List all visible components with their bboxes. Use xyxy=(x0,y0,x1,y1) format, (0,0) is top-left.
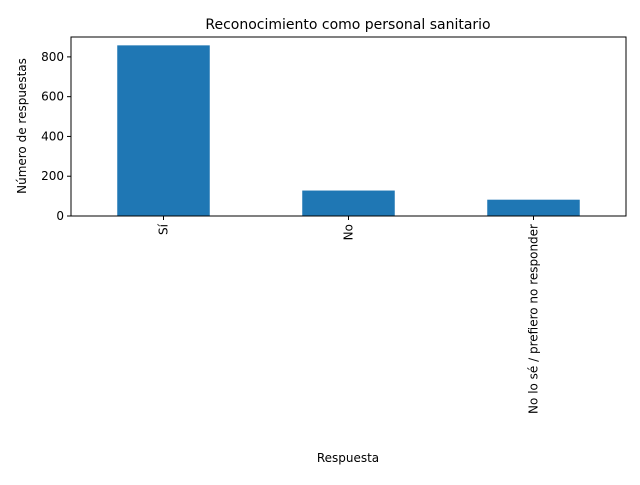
x-axis: Sí No No lo sé / prefiero no responder xyxy=(157,216,541,414)
y-tick-label-1: 200 xyxy=(41,169,64,183)
chart-title: Reconocimiento como personal sanitario xyxy=(205,17,490,33)
bars-group xyxy=(117,45,580,216)
y-tick-label-2: 400 xyxy=(41,129,64,143)
x-tick-label-1: No xyxy=(342,224,356,240)
bar-0 xyxy=(117,45,210,216)
y-axis-label: Número de respuestas xyxy=(15,58,29,194)
y-tick-label-4: 800 xyxy=(41,50,64,64)
bar-2 xyxy=(487,199,580,216)
y-tick-label-3: 600 xyxy=(41,90,64,104)
plot-frame xyxy=(70,36,627,217)
x-tick-label-0: Sí xyxy=(157,223,171,235)
y-tick-label-0: 0 xyxy=(56,209,64,223)
x-tick-label-2: No lo sé / prefiero no responder xyxy=(527,224,541,414)
y-axis: 0 200 400 600 800 xyxy=(41,50,71,223)
x-axis-label: Respuesta xyxy=(317,451,379,465)
bar-1 xyxy=(302,190,395,216)
